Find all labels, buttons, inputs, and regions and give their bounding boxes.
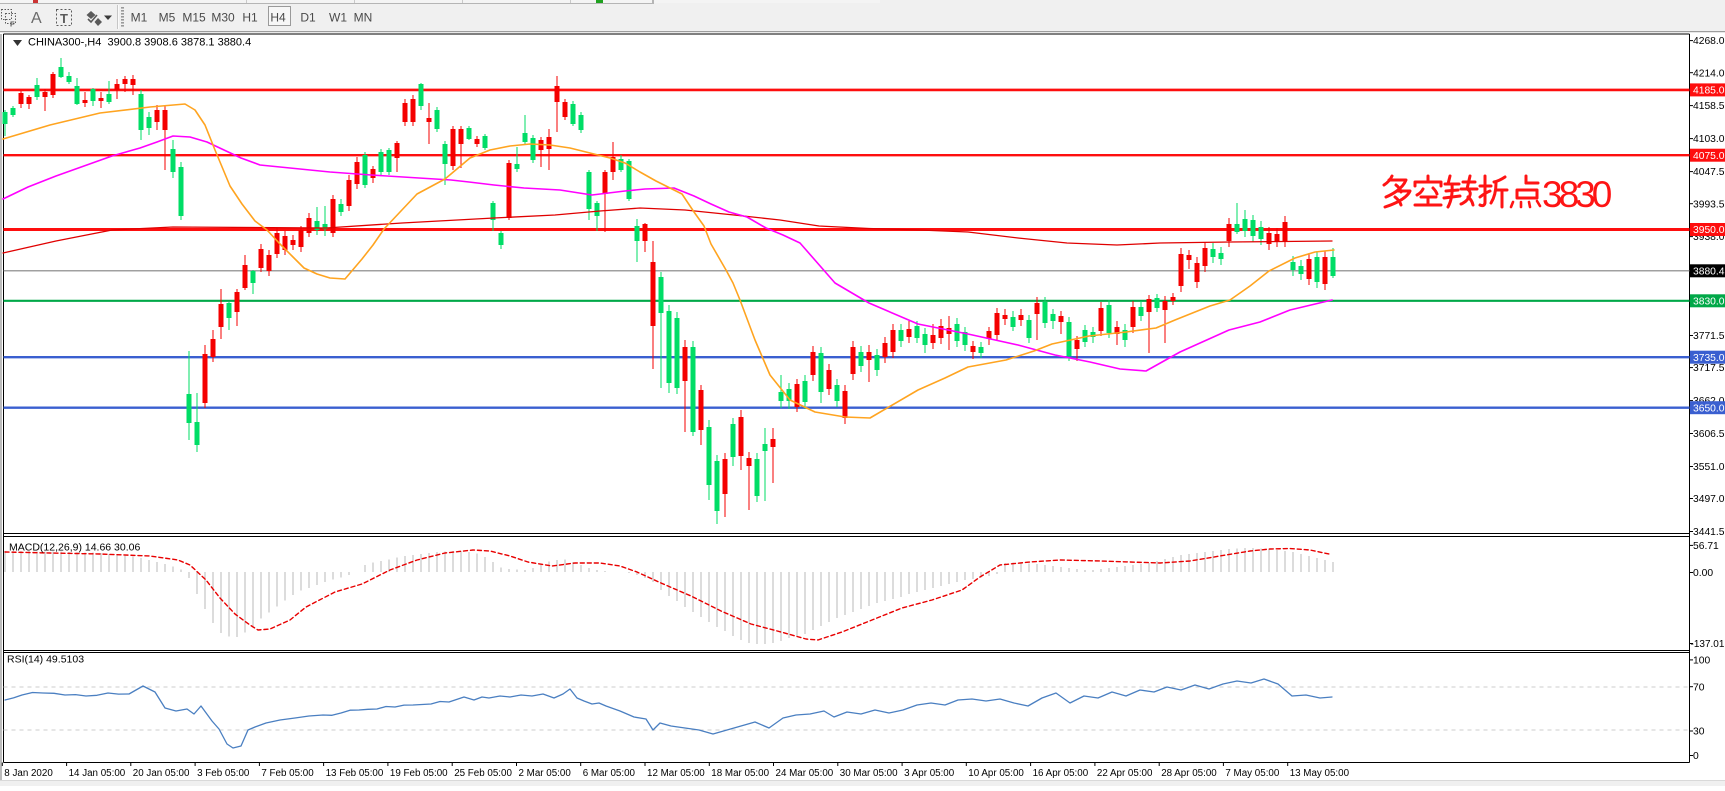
svg-text:3938.0: 3938.0	[1693, 232, 1725, 243]
svg-text:M30: M30	[211, 11, 235, 25]
svg-text:MACD(12,26,9) 14.66 30.06: MACD(12,26,9) 14.66 30.06	[9, 542, 140, 554]
svg-text:CHINA300-,H4 3900.8 3908.6 38: CHINA300-,H4 3900.8 3908.6 3878.1 3880.4	[28, 37, 251, 49]
svg-text:56.71: 56.71	[1693, 541, 1719, 552]
svg-text:F: F	[10, 20, 15, 29]
svg-text:0.00: 0.00	[1693, 568, 1713, 579]
svg-text:0: 0	[1693, 751, 1699, 762]
svg-text:7 May 05:00: 7 May 05:00	[1225, 768, 1279, 779]
svg-text:20 Jan 05:00: 20 Jan 05:00	[133, 768, 190, 779]
svg-text:70: 70	[1693, 682, 1705, 693]
svg-text:H4: H4	[270, 11, 286, 25]
svg-text:14 Jan 05:00: 14 Jan 05:00	[69, 768, 126, 779]
svg-text:3551.0: 3551.0	[1693, 462, 1725, 473]
svg-text:4158.5: 4158.5	[1693, 101, 1725, 112]
svg-text:4185.0: 4185.0	[1693, 86, 1725, 97]
svg-text:13 Feb 05:00: 13 Feb 05:00	[326, 768, 384, 779]
svg-text:3771.5: 3771.5	[1693, 331, 1725, 342]
svg-text:W1: W1	[329, 11, 347, 25]
svg-text:13 May 05:00: 13 May 05:00	[1290, 768, 1350, 779]
svg-text:3993.5: 3993.5	[1693, 199, 1725, 210]
svg-text:3650.0: 3650.0	[1693, 403, 1725, 414]
svg-text:6 Mar 05:00: 6 Mar 05:00	[583, 768, 636, 779]
svg-text:3 Apr 05:00: 3 Apr 05:00	[904, 768, 955, 779]
svg-text:7 Feb 05:00: 7 Feb 05:00	[261, 768, 314, 779]
svg-text:28 Apr 05:00: 28 Apr 05:00	[1161, 768, 1217, 779]
svg-text:3717.5: 3717.5	[1693, 363, 1725, 374]
svg-text:3830: 3830	[1542, 174, 1612, 215]
svg-text:19 Feb 05:00: 19 Feb 05:00	[390, 768, 448, 779]
svg-text:3950.0: 3950.0	[1693, 225, 1725, 236]
svg-text:3 Feb 05:00: 3 Feb 05:00	[197, 768, 250, 779]
svg-text:H1: H1	[242, 11, 258, 25]
svg-text:T: T	[60, 11, 68, 26]
svg-text:100: 100	[1693, 656, 1710, 667]
svg-text:22 Apr 05:00: 22 Apr 05:00	[1097, 768, 1153, 779]
svg-text:-137.01: -137.01	[1691, 639, 1725, 650]
svg-text:3735.0: 3735.0	[1693, 353, 1725, 364]
svg-text:30 Mar 05:00: 30 Mar 05:00	[840, 768, 898, 779]
svg-text:16 Apr 05:00: 16 Apr 05:00	[1033, 768, 1089, 779]
svg-text:4214.0: 4214.0	[1693, 68, 1725, 79]
svg-text:A: A	[31, 10, 42, 27]
svg-text:M5: M5	[159, 11, 176, 25]
svg-text:3880.4: 3880.4	[1693, 266, 1725, 277]
svg-text:3441.5: 3441.5	[1693, 527, 1725, 538]
svg-text:RSI(14) 49.5103: RSI(14) 49.5103	[7, 654, 84, 666]
svg-text:8 Jan 2020: 8 Jan 2020	[4, 768, 53, 779]
svg-text:18 Mar 05:00: 18 Mar 05:00	[711, 768, 769, 779]
svg-text:10 Apr 05:00: 10 Apr 05:00	[968, 768, 1024, 779]
svg-text:4268.0: 4268.0	[1693, 36, 1725, 47]
svg-text:MN: MN	[354, 11, 373, 25]
svg-text:3606.5: 3606.5	[1693, 429, 1725, 440]
svg-text:M1: M1	[131, 11, 148, 25]
svg-text:4103.0: 4103.0	[1693, 134, 1725, 145]
svg-text:25 Feb 05:00: 25 Feb 05:00	[454, 768, 512, 779]
svg-text:30: 30	[1693, 727, 1705, 738]
svg-text:12 Mar 05:00: 12 Mar 05:00	[647, 768, 705, 779]
svg-text:2 Mar 05:00: 2 Mar 05:00	[519, 768, 572, 779]
svg-text:3830.0: 3830.0	[1693, 296, 1725, 307]
svg-text:24 Mar 05:00: 24 Mar 05:00	[776, 768, 834, 779]
svg-text:D1: D1	[300, 11, 316, 25]
svg-text:M15: M15	[182, 11, 206, 25]
svg-text:4075.0: 4075.0	[1693, 151, 1725, 162]
svg-text:3497.0: 3497.0	[1693, 494, 1725, 505]
svg-text:4047.5: 4047.5	[1693, 167, 1725, 178]
